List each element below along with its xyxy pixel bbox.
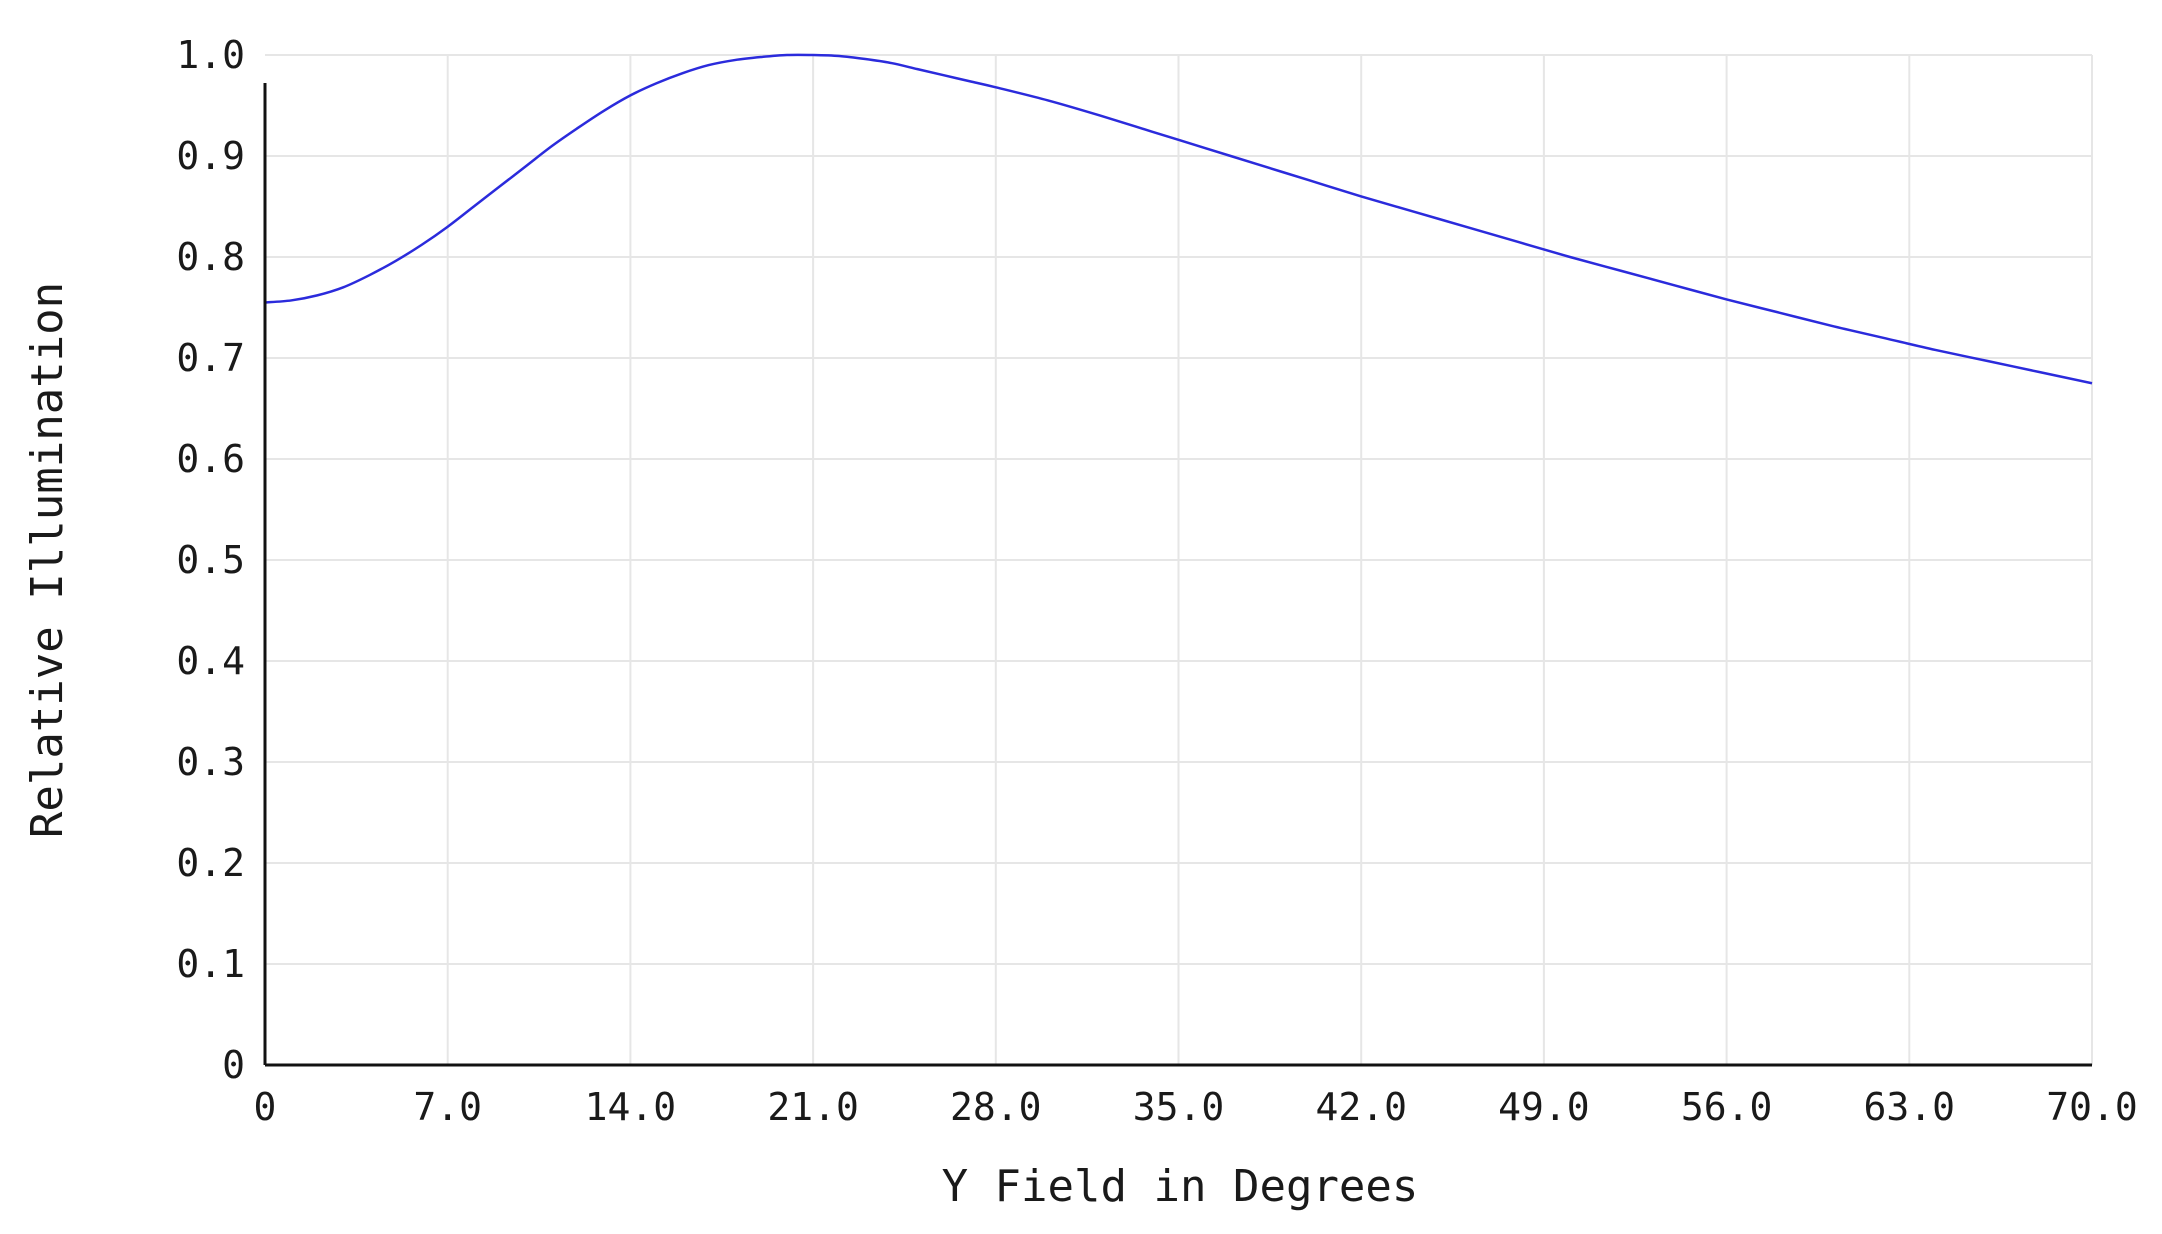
y-tick-label: 0.8 — [176, 235, 245, 279]
series-layer — [264, 53, 2093, 385]
x-tick-label: 49.0 — [1498, 1085, 1590, 1129]
y-tick-label: 0.4 — [176, 639, 245, 683]
x-tick-label: 70.0 — [2046, 1085, 2138, 1129]
y-tick-label: 0.3 — [176, 740, 245, 784]
y-tick-label: 0.7 — [176, 336, 245, 380]
x-tick-label: 14.0 — [585, 1085, 677, 1129]
x-tick-label: 63.0 — [1864, 1085, 1956, 1129]
x-tick-label: 56.0 — [1681, 1085, 1773, 1129]
tick-labels-layer: 0 7.0 14.0 21.0 28.0 35.0 42.0 49.0 56.0 63.0 70.0… — [176, 33, 2137, 1129]
x-axis-label: Y Field in Degrees — [942, 1161, 1419, 1212]
x-tick-label: 7.0 — [413, 1085, 482, 1129]
axes-layer — [263, 83, 2092, 1067]
x-tick-label: 35.0 — [1133, 1085, 1225, 1129]
y-tick-label: 1.0 — [176, 33, 245, 77]
grid-layer — [265, 54, 2093, 1065]
x-tick-label: 28.0 — [950, 1085, 1042, 1129]
y-tick-label: 0.9 — [176, 134, 245, 178]
y-tick-label: 0.5 — [176, 538, 245, 582]
x-tick-label: 0 — [254, 1085, 277, 1129]
y-tick-label: 0.6 — [176, 437, 245, 481]
y-tick-label: 0 — [222, 1043, 245, 1087]
x-tick-label: 21.0 — [767, 1085, 859, 1129]
x-tick-label: 42.0 — [1315, 1085, 1407, 1129]
y-tick-label: 0.2 — [176, 841, 245, 885]
y-tick-label: 0.1 — [176, 942, 245, 986]
series-line — [264, 53, 2093, 385]
y-axis-label: Relative Illumination — [22, 282, 73, 838]
